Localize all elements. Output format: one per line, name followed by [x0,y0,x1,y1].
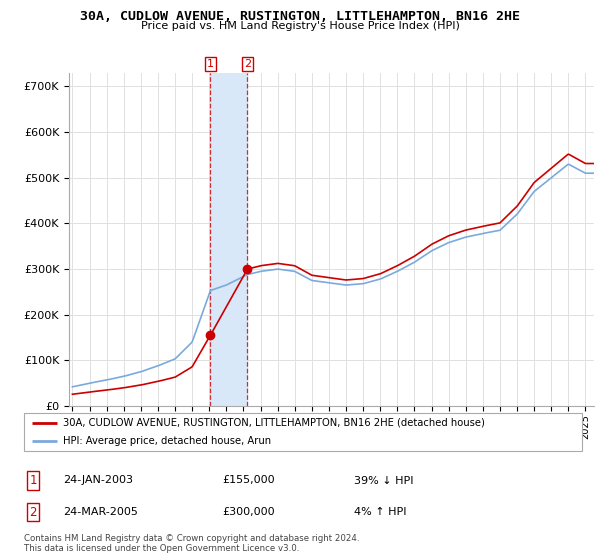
Text: 24-MAR-2005: 24-MAR-2005 [63,507,138,517]
Text: 1: 1 [29,474,37,487]
Text: HPI: Average price, detached house, Arun: HPI: Average price, detached house, Arun [63,436,271,446]
FancyBboxPatch shape [24,413,582,451]
Text: 2: 2 [29,506,37,519]
Text: 30A, CUDLOW AVENUE, RUSTINGTON, LITTLEHAMPTON, BN16 2HE: 30A, CUDLOW AVENUE, RUSTINGTON, LITTLEHA… [80,10,520,22]
Text: Price paid vs. HM Land Registry's House Price Index (HPI): Price paid vs. HM Land Registry's House … [140,21,460,31]
Text: 30A, CUDLOW AVENUE, RUSTINGTON, LITTLEHAMPTON, BN16 2HE (detached house): 30A, CUDLOW AVENUE, RUSTINGTON, LITTLEHA… [63,418,485,428]
Bar [211,73,247,406]
Text: £300,000: £300,000 [222,507,275,517]
Text: Contains HM Land Registry data © Crown copyright and database right 2024.
This d: Contains HM Land Registry data © Crown c… [24,534,359,553]
Text: 24-JAN-2003: 24-JAN-2003 [63,475,133,486]
Text: 2: 2 [244,59,251,69]
Text: £155,000: £155,000 [222,475,275,486]
Text: 1: 1 [207,59,214,69]
Text: 39% ↓ HPI: 39% ↓ HPI [354,475,413,486]
Text: 4% ↑ HPI: 4% ↑ HPI [354,507,407,517]
